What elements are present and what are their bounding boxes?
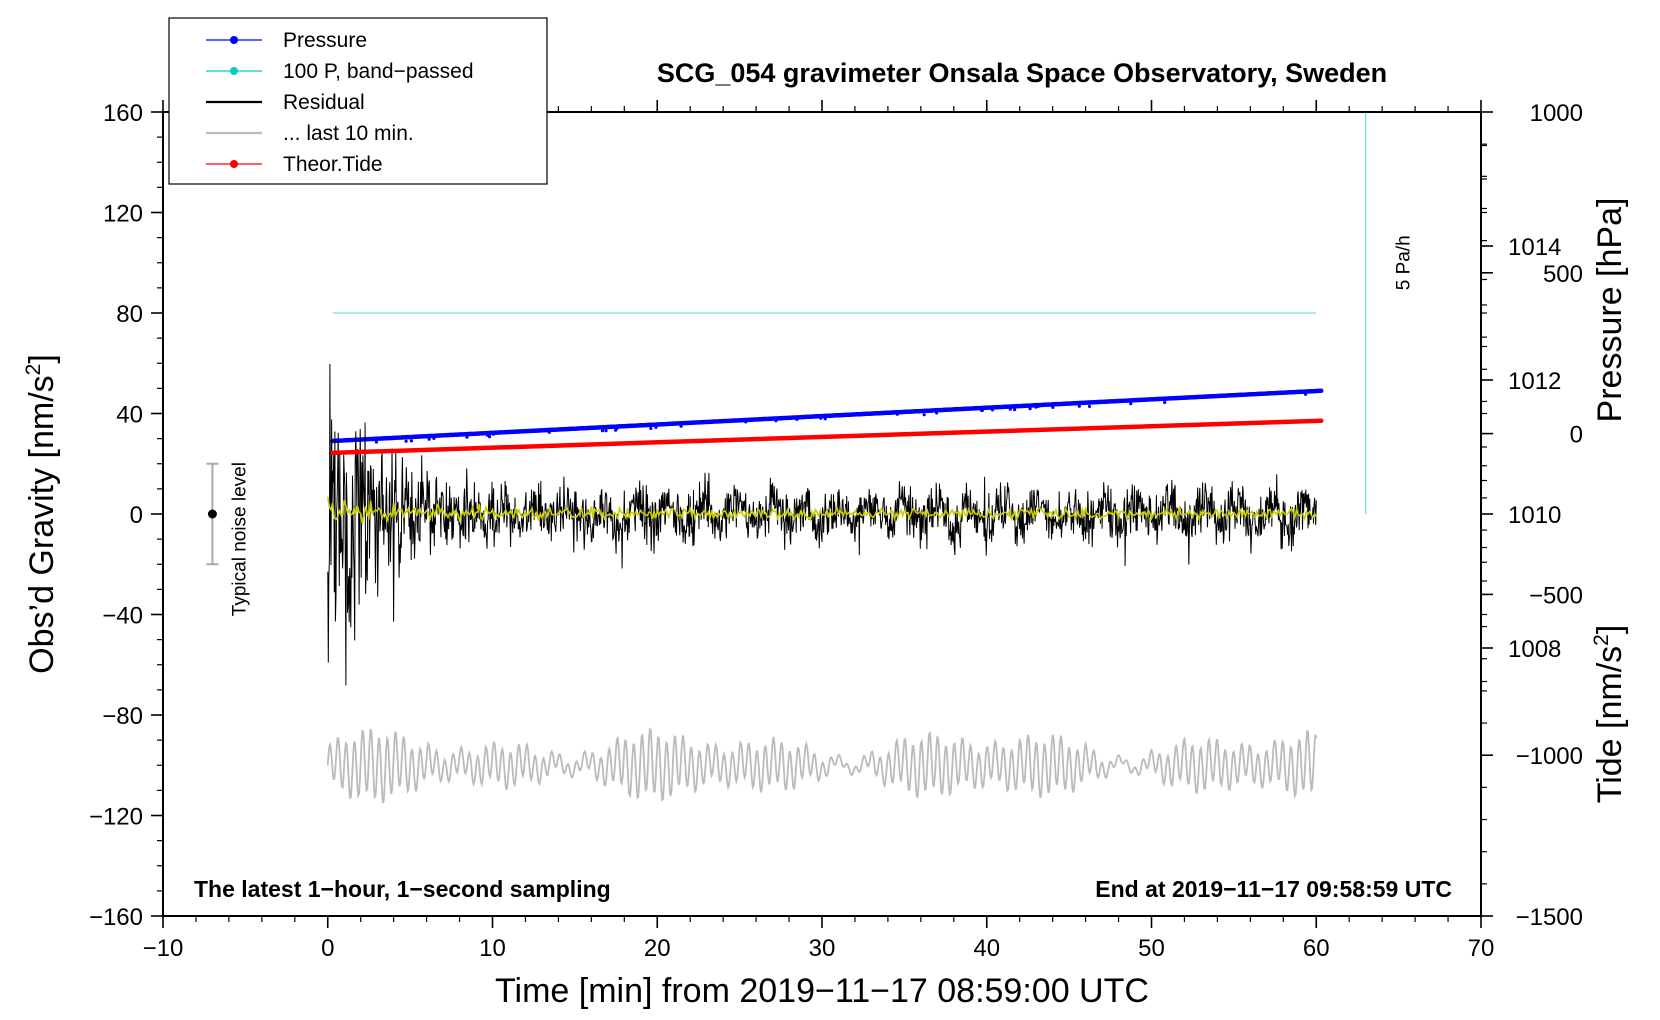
- series-residual-line: [327, 363, 1317, 686]
- series-pressure-point: [432, 436, 436, 440]
- rate-marker-label: 5 Pa/h: [1394, 235, 1415, 290]
- series-pressure-point: [1077, 404, 1081, 408]
- y-axis-title-tide-close: ]: [1591, 625, 1629, 634]
- y-left-tick-label: 160: [103, 100, 143, 127]
- legend-label: Theor.Tide: [283, 153, 383, 176]
- x-tick-label: 20: [644, 935, 671, 962]
- series-pressure-point: [1051, 405, 1055, 409]
- series-pressure-point: [654, 425, 658, 429]
- series-tide-line: [330, 418, 1324, 456]
- series-pressure-point: [1087, 404, 1092, 408]
- legend-label: 100 P, band−passed: [283, 60, 474, 83]
- legend-label: Pressure: [283, 29, 367, 52]
- series-pressure-point: [465, 435, 469, 439]
- noise-level-label: Typical noise level: [229, 462, 250, 616]
- y-axis-title-tide-text: Tide [nm/s: [1591, 646, 1629, 803]
- y-axis-title-tide-sup: 2: [1590, 634, 1613, 646]
- series-pressure-point: [409, 439, 413, 443]
- x-tick-label: 30: [809, 935, 836, 962]
- series-pressure-point: [1129, 402, 1133, 406]
- legend-swatch-dot: [230, 67, 238, 75]
- series-pressure-point: [795, 417, 799, 421]
- legend-label: Residual: [283, 91, 365, 114]
- y-left-tick-label: 0: [130, 502, 143, 529]
- series-pressure-point: [823, 417, 827, 421]
- y-axis-title-tide: Tide [nm/s2]: [1590, 625, 1629, 804]
- series-pressure-point: [491, 432, 496, 436]
- series-pressure-point: [615, 426, 619, 430]
- series-pressure-point: [774, 419, 778, 423]
- series-pressure-point: [679, 424, 683, 428]
- series-last-10-min-line: [326, 727, 1318, 804]
- chart-title: SCG_054 gravimeter Onsala Space Observat…: [657, 58, 1387, 88]
- series-pressure-point: [895, 412, 899, 416]
- series-pressure-point: [1034, 405, 1038, 409]
- y-pressure-tick-label: 1014: [1508, 234, 1561, 261]
- series-pressure-point: [1304, 392, 1308, 396]
- y-axis-title-left: Obs’d Gravity [nm/s2]: [22, 354, 61, 674]
- series-pressure-point: [979, 408, 984, 412]
- x-tick-label: 70: [1468, 935, 1495, 962]
- y-left-tick-label: 40: [116, 402, 143, 429]
- footer-right-note: End at 2019−11−17 09:58:59 UTC: [1095, 876, 1452, 902]
- axes: −10 0 10 20 30 40 50 60 70 160 120 80 40 0 −40 −80 −120 −…: [89, 100, 1583, 962]
- footer-left-note: The latest 1−hour, 1−second sampling: [194, 876, 611, 902]
- y-tide-tick-label: −1500: [1516, 904, 1583, 931]
- series-pressure-point: [604, 429, 608, 433]
- series-pressure-point: [1163, 400, 1167, 405]
- series-pressure-point: [427, 437, 431, 441]
- y-left-tick-label: 80: [116, 301, 143, 328]
- series-pressure-line: [330, 388, 1324, 444]
- series-pressure-point: [547, 430, 551, 434]
- x-tick-label: 0: [321, 935, 334, 962]
- y-left-tick-label: −40: [102, 603, 143, 630]
- y-tide-tick-label: 500: [1543, 261, 1583, 288]
- y-tide-tick-label: −1000: [1516, 743, 1583, 770]
- series-pressure-point: [374, 440, 378, 444]
- series-pressure-point: [935, 411, 939, 415]
- series-residual-smoothed-line: [327, 496, 1317, 524]
- series-pressure-point: [819, 416, 823, 420]
- x-tick-label: 40: [973, 935, 1000, 962]
- series-pressure-point: [990, 408, 995, 412]
- x-axis-title: Time [min] from 2019−11−17 08:59:00 UTC: [495, 972, 1149, 1010]
- series-pressure-point: [649, 426, 653, 430]
- series-pressure-point: [922, 413, 926, 417]
- y-axis-title-left-close: ]: [23, 354, 61, 363]
- legend-swatch-dot: [230, 36, 238, 44]
- series-pressure-point: [485, 433, 490, 437]
- series-pressure-point: [1008, 407, 1012, 411]
- series-pressure-point: [600, 429, 605, 433]
- y-axis-title-left-text: Obs’d Gravity [nm/s: [23, 375, 61, 674]
- legend: Pressure 100 P, band−passed Residual ... la…: [168, 17, 548, 185]
- y-tide-tick-label: 0: [1570, 422, 1583, 449]
- x-tick-label: 60: [1303, 935, 1330, 962]
- x-tick-label: 50: [1138, 935, 1165, 962]
- y-axis-title-pressure: Pressure [hPa]: [1591, 198, 1629, 423]
- y-tide-tick-label: −500: [1529, 582, 1583, 609]
- series-pressure-point: [404, 439, 408, 443]
- noise-bar-center-dot: [207, 509, 217, 519]
- y-tide-tick-label: 1000: [1530, 100, 1583, 127]
- legend-swatch-dot: [230, 160, 238, 168]
- series-pressure-point: [744, 420, 748, 424]
- y-axis-title-left-sup: 2: [22, 364, 45, 376]
- legend-label: ... last 10 min.: [283, 122, 414, 145]
- y-left-tick-label: −80: [102, 703, 143, 730]
- y-left-tick-label: −160: [89, 904, 143, 931]
- y-pressure-tick-label: 1012: [1508, 368, 1561, 395]
- y-pressure-tick-label: 1010: [1508, 502, 1561, 529]
- y-left-tick-label: −120: [89, 804, 143, 831]
- series-pressure-point: [1013, 408, 1017, 412]
- y-left-tick-label: 120: [103, 201, 143, 228]
- plot-area: Typical noise level 5 Pa/h: [206, 112, 1415, 804]
- series-pressure-point: [1028, 407, 1032, 411]
- y-pressure-tick-label: 1008: [1508, 636, 1561, 663]
- x-tick-label: 10: [479, 935, 506, 962]
- x-tick-label: −10: [143, 935, 184, 962]
